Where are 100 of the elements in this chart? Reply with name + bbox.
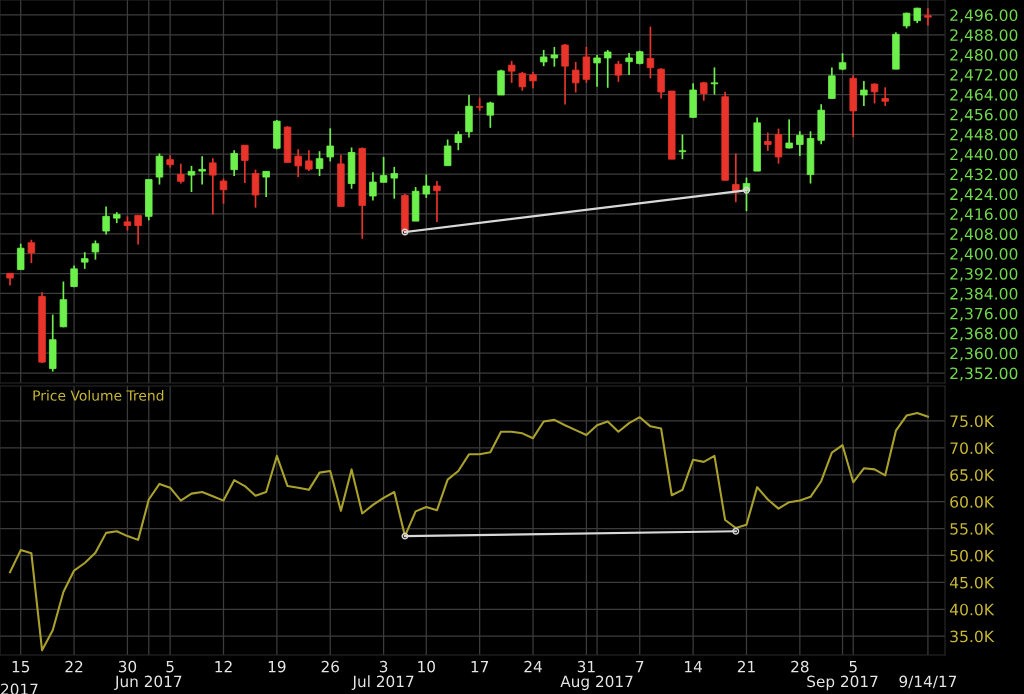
- x-tick-label: 14: [685, 661, 702, 673]
- y-tick-label: 2,416.00: [950, 208, 1018, 222]
- candlestick: [625, 52, 633, 76]
- y-tick-label: 2,472.00: [950, 68, 1018, 83]
- candlestick: [198, 155, 206, 186]
- y-tick-label: 2,368.00: [950, 327, 1018, 341]
- candlestick: [379, 156, 388, 184]
- candlestick: [230, 149, 238, 177]
- candlestick: [369, 171, 377, 202]
- candlestick: [582, 46, 591, 84]
- candlestick: [710, 66, 719, 96]
- x-tick-label: 3 Jul 2017: [351, 660, 414, 691]
- y-tick-label: 2,432.00: [950, 168, 1018, 182]
- candlestick: [16, 242, 25, 271]
- candlestick: [678, 133, 687, 161]
- x-tick-label: 19: [268, 660, 286, 673]
- candlestick: [828, 66, 836, 100]
- chart-title: Price Volume Trend: [33, 390, 164, 401]
- y-tick-label: 2,448.00: [950, 128, 1018, 143]
- candlestick: [134, 214, 142, 246]
- x-tick-label: Aug 2017: [560, 675, 633, 691]
- candlestick: [315, 150, 324, 177]
- y-tick-label: 2,424.00: [950, 188, 1018, 202]
- candlestick: [454, 130, 463, 152]
- candlestick: [646, 25, 655, 80]
- x-tick-label: 28: [791, 660, 809, 673]
- candlestick: [187, 165, 196, 193]
- x-tick-label: 26: [321, 660, 339, 673]
- candlestick: [155, 152, 164, 186]
- x-tick-label: 21: [737, 660, 755, 673]
- candlestick: [294, 148, 302, 178]
- candlestick: [326, 127, 334, 163]
- candlestick: [507, 60, 516, 84]
- candlestick: [422, 173, 431, 199]
- candlestick: [177, 162, 185, 185]
- candlestick: [614, 60, 623, 83]
- y-tick-label: 2,360.00: [950, 347, 1018, 361]
- candlestick: [561, 43, 569, 106]
- candlestick: [550, 46, 559, 68]
- x-tick-label: 5: [166, 661, 174, 673]
- x-tick-label: 31: [577, 660, 595, 673]
- candlestick: [390, 166, 398, 200]
- y-tick-label: 40.0K: [949, 603, 995, 616]
- x-tick-label: 10: [418, 660, 435, 673]
- candlestick: [102, 205, 110, 236]
- candlestick: [209, 157, 217, 216]
- y-tick-label: 2,384.00: [950, 287, 1018, 302]
- candlestick: [571, 61, 580, 94]
- x-tick-label: 12: [215, 660, 232, 673]
- line-series: [8, 411, 929, 652]
- y-tick-label: 2,456.00: [950, 108, 1018, 123]
- y-tick-label: 60.0K: [950, 496, 995, 508]
- candlestick: [486, 100, 495, 129]
- x-tick-label: 30: [118, 660, 137, 673]
- candlestick: [593, 54, 601, 88]
- candlestick: [241, 144, 249, 184]
- candlestick: [785, 118, 793, 150]
- x-tick-label: 17: [471, 661, 489, 673]
- y-tick-label: 45.0K: [949, 576, 995, 589]
- x-tick-label: 24: [524, 660, 542, 673]
- candlestick: [881, 86, 889, 107]
- y-tick-label: 70.0K: [950, 442, 995, 454]
- y-tick-label: 50.0K: [950, 549, 995, 562]
- candlestick: [796, 130, 804, 157]
- candlestick: [433, 180, 441, 223]
- candlestick: [924, 7, 932, 27]
- x-tick-label: Jun 2017: [114, 675, 182, 691]
- y-tick-label: 2,440.00: [950, 148, 1018, 162]
- candlestick: [870, 82, 879, 105]
- y-tick-label: 75.0K: [950, 415, 995, 428]
- candlestick: [251, 168, 260, 209]
- candlestick: [443, 138, 452, 167]
- x-tick-label: 22: [65, 660, 83, 673]
- x-tick-label: 9/14/17: [899, 675, 957, 689]
- y-tick-label: 35.0K: [950, 630, 995, 643]
- candlestick: [604, 49, 612, 89]
- y-tick-label: 2,352.00: [950, 367, 1018, 381]
- y-tick-label: 2,464.00: [950, 88, 1018, 103]
- x-tick-label: Sep 2017: [807, 675, 878, 691]
- candlestick: [657, 67, 665, 100]
- candlestick: [91, 239, 100, 261]
- y-tick-label: 2,488.00: [950, 29, 1018, 43]
- y-tick-label: 2,400.00: [950, 248, 1018, 262]
- y-tick-label: 2,408.00: [950, 228, 1018, 242]
- y-tick-label: 2,392.00: [950, 267, 1018, 282]
- candlestick: [518, 71, 527, 92]
- y-tick-label: 2,496.00: [950, 9, 1018, 23]
- x-tick-label: 7: [636, 661, 644, 673]
- y-tick-label: 2,480.00: [950, 49, 1018, 63]
- candlestick: [219, 177, 228, 205]
- y-tick-label: 65.0K: [950, 469, 995, 481]
- y-tick-label: 55.0K: [950, 522, 995, 535]
- candlestick: [764, 131, 772, 152]
- candlestick: [262, 170, 270, 198]
- x-tick-label: 5: [849, 661, 857, 673]
- candlestick: [305, 149, 313, 172]
- candlestick: [27, 238, 36, 264]
- candlestick: [860, 80, 868, 107]
- x-tick-label: 15: [12, 661, 30, 673]
- y-tick-label: 2,376.00: [950, 307, 1018, 322]
